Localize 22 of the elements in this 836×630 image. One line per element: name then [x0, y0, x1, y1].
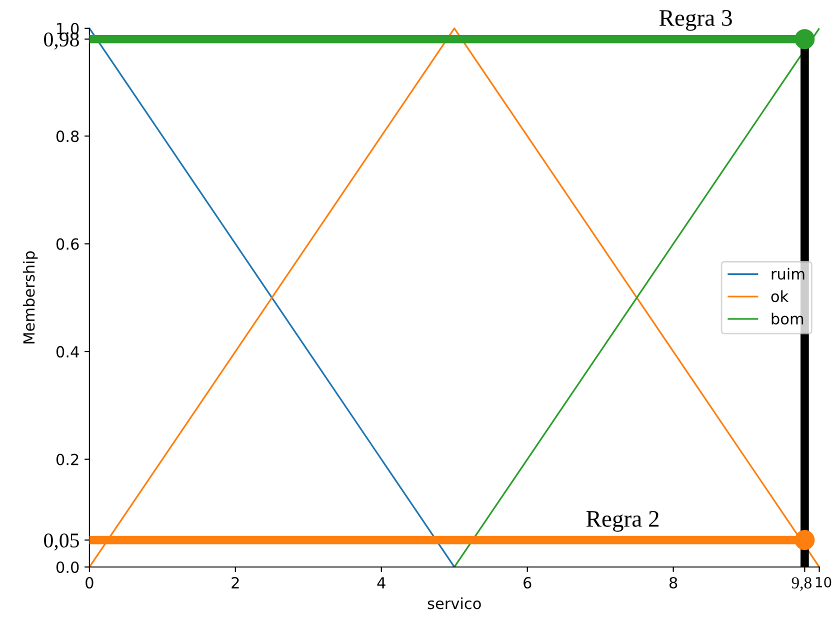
x-tick-label: 2 — [232, 576, 239, 588]
x-tick-label: 10 — [816, 576, 832, 588]
x-tick-label: 4 — [377, 577, 386, 588]
legend-label: bom — [772, 312, 804, 325]
x-tick-label: 6 — [524, 576, 532, 589]
y-tick-label: 1.0 — [57, 22, 79, 34]
x-tick-label: 0 — [86, 576, 94, 589]
y-tick-label: 0.0 — [56, 561, 79, 574]
y-tick-label: 0.6 — [56, 238, 79, 250]
y-tick-label: 0.4 — [56, 346, 79, 358]
y-tick-label: 0,05 — [44, 533, 79, 550]
legend-label: ok — [771, 290, 789, 302]
annotation: Regra 2 — [586, 511, 659, 532]
y-tick-label: 0.8 — [56, 130, 79, 142]
y-tick-label: 0.2 — [56, 454, 78, 466]
x-axis-title: servico — [428, 597, 481, 610]
x-tick-label: 8 — [669, 576, 678, 589]
y-tick-label: 0,98 — [44, 32, 79, 50]
y-axis-title: Membership — [22, 251, 38, 344]
x-tick-label: 9,8 — [792, 577, 812, 591]
legend-label: ruim — [772, 268, 804, 280]
annotation: Regra 3 — [659, 10, 732, 31]
